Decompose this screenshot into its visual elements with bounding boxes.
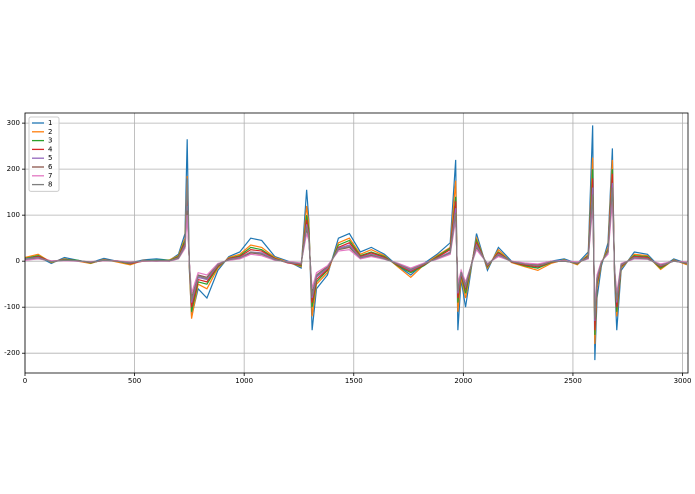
plot-frame — [24, 112, 689, 374]
legend-label: 5 — [48, 154, 52, 162]
x-tick-label: 2000 — [454, 377, 472, 385]
y-tick-label: 200 — [7, 165, 20, 173]
y-tick-label: 300 — [7, 119, 20, 127]
x-tick-label: 500 — [128, 377, 141, 385]
y-tick-label: -200 — [4, 349, 20, 357]
y-tick-label: -100 — [4, 303, 20, 311]
series-line — [24, 178, 687, 319]
legend-label: 1 — [48, 119, 52, 127]
legend-label: 4 — [48, 145, 53, 153]
x-tick-label: 3000 — [674, 377, 692, 385]
x-tick-label: 2500 — [564, 377, 582, 385]
legend-label: 7 — [48, 172, 52, 180]
y-tick-label: 100 — [7, 211, 20, 219]
x-tick-label: 1500 — [345, 377, 363, 385]
legend-box — [28, 116, 60, 192]
legend-label: 3 — [48, 137, 52, 145]
legend-label: 6 — [48, 163, 53, 171]
legend-label: 8 — [48, 181, 52, 189]
x-tick-label: 0 — [23, 377, 27, 385]
legend-label: 2 — [48, 128, 52, 136]
x-tick-label: 1000 — [235, 377, 253, 385]
y-tick-label: 0 — [16, 257, 20, 265]
series-line — [24, 125, 688, 361]
